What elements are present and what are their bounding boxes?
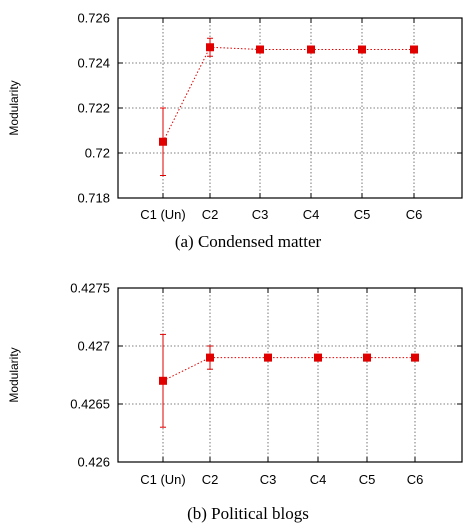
x-tick-label: C3 <box>252 207 269 222</box>
y-tick-label: 0.4265 <box>70 397 110 412</box>
data-point <box>264 353 272 362</box>
x-tick-label: C2 <box>202 472 219 487</box>
x-tick-label: C5 <box>359 472 376 487</box>
data-point <box>307 45 315 54</box>
y-tick-label: 0.718 <box>77 191 110 206</box>
chart-caption: (a) Condensed matter <box>175 232 322 251</box>
x-tick-label: C4 <box>303 207 320 222</box>
x-tick-label: C1 (Un) <box>140 472 186 487</box>
y-tick-label: 0.427 <box>77 339 110 354</box>
plot-frame <box>117 17 463 199</box>
x-tick-label: C6 <box>407 472 424 487</box>
x-tick-label: C3 <box>260 472 277 487</box>
series-line <box>162 357 415 382</box>
y-axis-label: Modularity <box>7 347 21 402</box>
data-point <box>358 45 366 54</box>
data-point <box>206 43 214 52</box>
chart-panel-2: 0.426 0.4265 0.427 0.4275 C1 (Un) C2 C3 C4 C5 C6 M… <box>7 281 463 523</box>
y-tick-label: 0.426 <box>77 455 110 470</box>
x-tick-label: C6 <box>406 207 423 222</box>
data-point <box>314 353 322 362</box>
data-point <box>363 353 371 362</box>
data-point <box>410 45 418 54</box>
y-axis-label: Modularity <box>7 80 21 135</box>
data-point <box>159 376 167 385</box>
series-line <box>162 46 414 142</box>
data-point <box>411 353 419 362</box>
x-tick-label: C4 <box>310 472 327 487</box>
y-tick-label: 0.726 <box>77 11 110 26</box>
x-tick-label: C1 (Un) <box>140 207 186 222</box>
y-tick-label: 0.724 <box>77 56 110 71</box>
data-point <box>206 353 214 362</box>
plot-frame <box>117 287 463 463</box>
y-tick-label: 0.722 <box>77 101 110 116</box>
data-point <box>256 45 264 54</box>
chart-panel-1: 0.718 0.72 0.722 0.724 0.726 C1 (Un) C2 C3 C4 C5 C… <box>7 11 463 251</box>
y-tick-label: 0.72 <box>85 146 110 161</box>
y-tick-label: 0.4275 <box>70 281 110 296</box>
data-point <box>159 137 167 146</box>
x-tick-label: C5 <box>354 207 371 222</box>
x-tick-label: C2 <box>202 207 219 222</box>
chart-caption: (b) Political blogs <box>187 504 309 523</box>
